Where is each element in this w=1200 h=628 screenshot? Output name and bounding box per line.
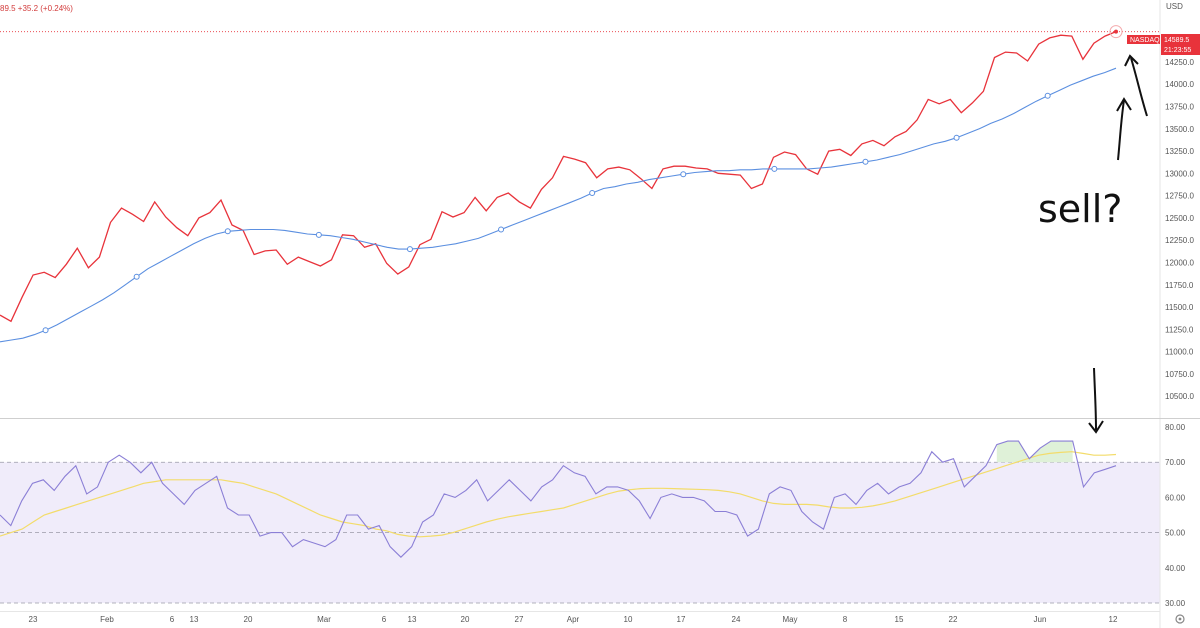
time-tick-label: 10	[624, 615, 633, 624]
time-tick-label: 8	[843, 615, 848, 624]
header-change-text: 89.5 +35.2 (+0.24%)	[0, 4, 73, 13]
price-tag-value: 14589.5	[1164, 37, 1189, 44]
price-tag	[1161, 34, 1200, 55]
price-series-group	[0, 25, 1123, 343]
price-tick-label: 13750.0	[1165, 103, 1194, 112]
rsi-band	[0, 462, 1160, 603]
time-tick-label: 13	[408, 615, 417, 624]
time-tick-label: 6	[382, 615, 387, 624]
rsi-tick-label: 50.00	[1165, 529, 1186, 538]
time-tick-label: 6	[170, 615, 175, 624]
ma-point-marker	[953, 134, 960, 141]
currency-label[interactable]: USD	[1166, 2, 1183, 11]
time-tick-label: Mar	[317, 615, 331, 624]
price-tick-label: 12000.0	[1165, 258, 1194, 267]
rsi-overbought-fill	[996, 441, 1073, 463]
ma-point-marker	[498, 226, 505, 233]
price-tick-label: 11750.0	[1165, 281, 1194, 290]
price-axis: 14250.0 14000.0 13750.0 13500.0 13250.0 13000…	[1165, 58, 1194, 401]
settings-icon[interactable]	[1175, 614, 1185, 624]
ma-point-marker	[771, 165, 778, 172]
time-tick-label: 27	[515, 615, 524, 624]
arrow-to-rsi-head	[1088, 420, 1104, 434]
price-tick-label: 13250.0	[1165, 147, 1194, 156]
price-tick-label: 12500.0	[1165, 214, 1194, 223]
ma-point-marker	[406, 246, 413, 253]
rsi-panel	[0, 440, 1160, 604]
time-tick-label: 22	[949, 615, 958, 624]
time-tick-label: 15	[895, 615, 904, 624]
time-tick-label: 13	[190, 615, 199, 624]
ma-point-marker	[680, 171, 687, 178]
rsi-tick-label: 80.00	[1165, 423, 1186, 432]
rsi-tick-label: 70.00	[1165, 458, 1186, 467]
moving-average-line	[0, 67, 1117, 343]
rsi-tick-label: 40.00	[1165, 564, 1186, 573]
arrow-to-price	[1130, 57, 1148, 117]
arrow-to-price-head	[1124, 54, 1139, 67]
ma-point-marker	[224, 228, 231, 235]
price-tick-label: 12250.0	[1165, 236, 1194, 245]
time-tick-label: Jun	[1034, 615, 1047, 624]
time-tick-label: 20	[244, 615, 253, 624]
arrow-to-rsi	[1093, 367, 1097, 431]
price-tick-label: 11250.0	[1165, 325, 1194, 334]
price-line	[0, 30, 1117, 323]
time-tick-label: 12	[1109, 615, 1118, 624]
arrow-to-ma	[1117, 99, 1125, 161]
rsi-tick-label: 60.00	[1165, 493, 1186, 502]
price-tick-label: 11500.0	[1165, 303, 1194, 312]
ma-point-marker	[42, 327, 49, 334]
price-tick-label: 10750.0	[1165, 370, 1194, 379]
time-tick-label: Apr	[567, 615, 580, 624]
time-tick-label: 20	[461, 615, 470, 624]
price-tick-label: 10500.0	[1165, 392, 1194, 401]
time-tick-label: Feb	[100, 615, 114, 624]
last-price-dot	[1114, 29, 1118, 34]
last-price-ring	[1109, 25, 1123, 39]
time-axis: 23 Feb 6 13 20 Mar 6 13 20 27 Apr 10 17 24 May 8 15 22 Jun…	[29, 615, 1118, 624]
symbol-label: NASDAQ	[1130, 37, 1160, 44]
rsi-tick-label: 30.00	[1165, 599, 1186, 608]
price-tick-label: 14000.0	[1165, 80, 1194, 89]
price-tick-label: 11000.0	[1165, 348, 1194, 357]
ma-point-marker	[133, 273, 140, 280]
annotation-text: sell?	[1038, 187, 1122, 231]
rsi-line	[0, 440, 1117, 558]
symbol-tag	[1127, 35, 1160, 44]
price-tick-label: 14250.0	[1165, 58, 1194, 67]
time-tick-label: 23	[29, 615, 38, 624]
price-tick-label: 13500.0	[1165, 125, 1194, 134]
time-tick-label: 24	[732, 615, 741, 624]
arrow-to-ma-head	[1116, 97, 1132, 112]
price-tag-countdown: 21:23:55	[1164, 47, 1191, 54]
time-tick-label: 17	[677, 615, 686, 624]
price-tick-label: 13000.0	[1165, 169, 1194, 178]
rsi-ma-line	[0, 451, 1117, 538]
price-tick-label: 12750.0	[1165, 192, 1194, 201]
ma-point-marker	[862, 158, 869, 165]
time-tick-label: May	[782, 615, 797, 624]
ma-point-marker	[315, 231, 322, 238]
ma-point-marker	[1044, 92, 1051, 99]
rsi-axis: 80.00 70.00 60.00 50.00 40.00 30.00	[1165, 423, 1186, 608]
ma-point-marker	[589, 189, 596, 196]
